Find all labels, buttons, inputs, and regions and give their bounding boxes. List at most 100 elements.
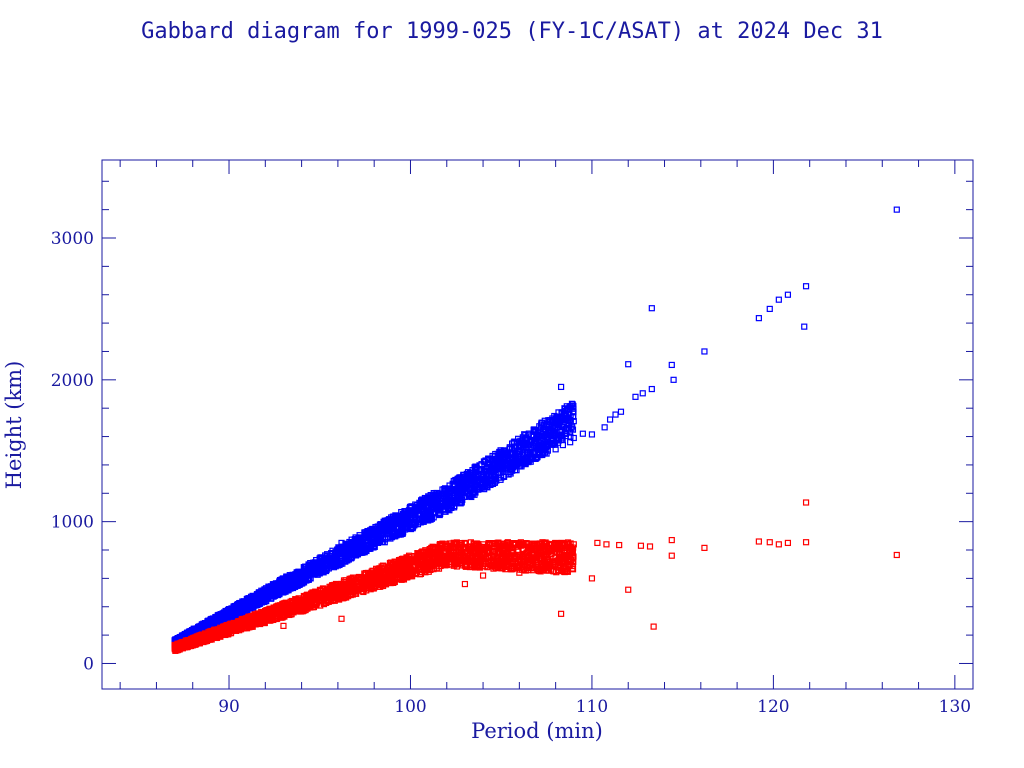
apogee-cloud-point [495,451,503,459]
perigee-cloud-point [557,567,565,574]
perigee-cloud-point [486,553,493,560]
apogee-point [352,550,360,557]
apogee-point [334,560,341,567]
perigee-cloud-point [490,544,497,551]
perigee-cloud-point [425,568,432,575]
y-tick-label: 2000 [51,371,94,391]
apogee-cloud-point [569,426,577,433]
apogee-point [588,431,596,438]
perigee-cloud-point [308,601,315,608]
apogee-cloud-point [387,516,394,524]
apogee-cloud-point [273,585,280,592]
apogee-cloud-point [434,499,441,506]
perigee-cloud-point [519,546,526,554]
apogee-cloud-point [551,420,559,427]
apogee-cloud-point [499,466,506,473]
perigee-cloud-point [474,540,481,547]
apogee-point [612,411,619,418]
apogee-point [280,588,287,595]
apogee-cloud-point [494,463,501,470]
apogee-cloud-point [541,444,548,451]
apogee-cloud-point [243,607,250,615]
apogee-cloud-point [351,536,358,543]
apogee-cloud-point [558,427,565,434]
apogee-cloud-point [529,442,537,449]
apogee-point [283,573,291,581]
perigee-cloud-point [379,566,386,573]
apogee-cloud-point [515,453,522,460]
apogee-cloud-point [521,436,528,443]
apogee-point [461,493,469,500]
apogee-point [207,621,214,628]
apogee-point [362,545,369,552]
apogee-point [227,611,234,618]
perigee-cloud-point [430,562,437,569]
apogee-series [171,206,900,650]
apogee-point [416,515,423,522]
perigee-cloud-point [489,554,496,561]
perigee-series [171,499,900,654]
apogee-cloud-point [394,519,401,526]
apogee-cloud-point [478,466,485,473]
apogee-point [380,535,387,542]
apogee-cloud-point [436,509,443,516]
apogee-cloud-point [402,508,410,515]
apogee-point [893,206,900,213]
apogee-point [632,393,639,400]
apogee-cloud-point [558,435,565,442]
x-tick-label: 130 [939,697,971,717]
apogee-cloud-point [409,519,416,526]
apogee-point [648,305,655,312]
perigee-cloud-point [569,566,577,573]
y-tick-label: 1000 [51,513,94,533]
perigee-cloud-point [320,601,328,608]
apogee-point [617,408,625,415]
apogee-cloud-point [538,421,545,428]
apogee-cloud-point [328,555,335,562]
apogee-cloud-point [563,407,570,414]
apogee-point [443,501,450,508]
apogee-point [425,510,432,517]
apogee-cloud-point [472,463,479,470]
apogee-cloud-point [546,440,553,447]
apogee-point [557,383,565,391]
apogee-point [648,385,655,393]
apogee-cloud-point [530,454,537,461]
apogee-cloud-point [411,507,418,514]
apogee-point [262,596,269,603]
perigee-cloud-point [382,576,389,583]
apogee-cloud-point [499,455,507,462]
apogee-point [801,323,808,330]
apogee-point [570,434,577,442]
apogee-point [579,430,586,437]
apogee-cloud-point [565,421,572,428]
apogee-point [784,291,792,298]
apogee-point [316,570,323,577]
y-tick-label: 0 [83,654,94,674]
apogee-cloud-point [536,449,543,456]
apogee-cloud-point [550,437,557,444]
apogee-cloud-point [482,477,489,484]
apogee-cloud-point [510,462,517,469]
apogee-point [398,525,405,532]
apogee-cloud-point [364,527,371,535]
chart-title: Gabbard diagram for 1999-025 (FY-1C/ASAT… [141,19,883,44]
apogee-cloud-point [511,452,519,459]
apogee-cloud-point [311,560,318,567]
apogee-cloud-point [324,551,331,558]
apogee-cloud-point [279,586,286,593]
apogee-cloud-point [565,417,572,425]
apogee-cloud-point [500,447,508,454]
apogee-point [479,484,487,491]
axis-ticks [102,160,973,689]
apogee-cloud-point [530,426,537,433]
apogee-cloud-point [567,433,574,440]
apogee-cloud-point [337,553,344,560]
apogee-cloud-point [266,585,273,592]
perigee-cloud-point [570,544,577,551]
perigee-cloud-point [569,558,577,565]
perigee-cloud-point [247,622,254,630]
apogee-point [670,376,677,383]
